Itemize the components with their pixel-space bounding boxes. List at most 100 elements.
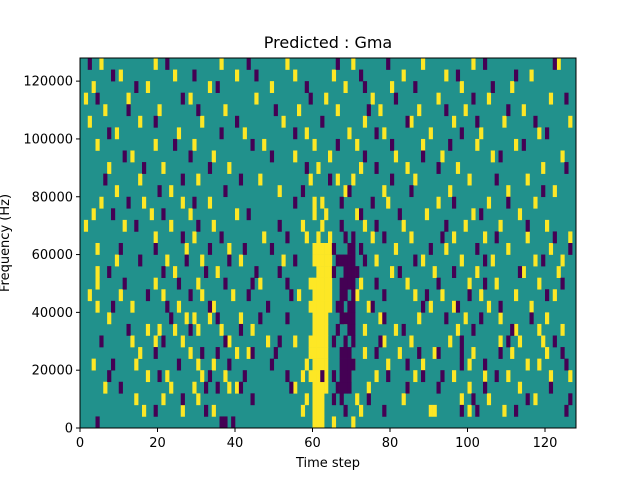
heatmap-cell-low [386,58,391,70]
heatmap-cell-high [200,115,205,128]
heatmap-cell-low [494,370,499,383]
heatmap-cell-low [95,92,100,105]
heatmap-cell-high [316,162,321,174]
heatmap-cell-high [498,335,503,348]
heatmap-cell-low [424,289,430,302]
heatmap-cell-high [428,300,433,313]
heatmap-cell-high [312,416,317,429]
heatmap-cell-low [161,335,166,348]
heatmap-cell-high [320,312,325,325]
heatmap-cell-low [285,231,290,244]
heatmap-cell-low [455,69,461,82]
heatmap-cell-low [552,335,557,348]
heatmap-cell-high [440,150,445,163]
heatmap-cell-low [351,254,356,267]
heatmap-cell-low [335,254,340,267]
heatmap-cell-low [304,162,309,174]
heatmap-cell-low [111,300,116,313]
heatmap-cell-high [409,335,414,348]
heatmap-cell-low [494,231,499,244]
heatmap-cell-low [107,266,112,278]
heatmap-cell-high [103,381,108,394]
heatmap-cell-high [421,358,426,371]
heatmap-cell-high [324,92,329,105]
heatmap-cell-high [138,115,143,128]
heatmap-cell-high [200,254,205,267]
heatmap-cell-low [111,208,116,221]
heatmap-cell-high [444,243,449,255]
heatmap-cell-low [494,173,499,186]
heatmap-cell-high [413,173,418,186]
heatmap-cell-high [246,347,251,359]
heatmap-cell-high [293,335,298,348]
heatmap-cell-low [382,312,387,325]
heatmap-cell-high [328,277,333,290]
heatmap-cell-low [417,347,422,359]
heatmap-cell-low [204,404,209,417]
heatmap-cell-low [436,277,441,290]
heatmap-cell-high [475,266,480,278]
heatmap-cell-high [401,219,406,232]
heatmap-cell-high [107,312,112,325]
heatmap-cell-low [242,370,247,383]
heatmap-cell-high [421,138,426,151]
x-tick-label: 80 [382,436,399,451]
y-axis: 0 20000 40000 60000 80000 100000 120000 [23,75,80,437]
heatmap-cell-high [490,254,495,267]
heatmap-cell-low [347,266,352,278]
heatmap-cell-low [401,323,406,336]
heatmap-cell-high [320,381,325,394]
heatmap-cell-high [316,381,321,394]
heatmap-cell-low [475,243,480,255]
heatmap-cell-low [347,323,352,336]
heatmap-cell-low [382,231,387,244]
heatmap-cell-low [103,173,108,186]
heatmap-cell-high [316,393,321,406]
heatmap-cell-low [490,81,495,93]
heatmap-cell-low [374,347,379,359]
heatmap-cell-high [118,69,123,82]
heatmap-cell-low [362,150,368,163]
heatmap-cell-high [351,173,356,186]
heatmap-cell-high [436,92,441,105]
heatmap-cell-low [254,266,259,278]
heatmap-cell-high [176,127,182,140]
heatmap-cell-low [87,58,92,70]
heatmap-cell-low [351,231,356,244]
y-tick-label: 120000 [23,75,73,90]
heatmap-cell-high [328,289,333,302]
heatmap-cell-high [436,196,441,209]
heatmap-cell-high [316,289,321,302]
heatmap-cell-high [238,254,244,267]
heatmap-cell-low [269,358,275,371]
heatmap-cell-low [277,335,282,348]
heatmap-cell-low [126,323,131,336]
heatmap-cell-high [529,300,534,313]
heatmap-cell-high [490,150,495,163]
heatmap-cell-high [308,300,313,313]
heatmap-cell-low [448,138,453,151]
heatmap-cell-low [421,300,426,313]
heatmap-cell-low [498,300,503,313]
x-tick-label: 0 [76,436,84,451]
heatmap-cell-high [552,289,557,302]
heatmap-cell-high [293,150,298,163]
heatmap-cell-high [184,243,189,255]
heatmap-cell-high [114,254,120,267]
plot-area [79,57,577,429]
heatmap-cell-low [273,104,278,117]
heatmap-cell-low [111,358,116,371]
heatmap-cell-high [355,289,360,302]
heatmap-cell-high [142,196,147,209]
heatmap-cell-high [510,81,515,93]
heatmap-cell-low [397,266,402,278]
heatmap-cell-high [517,208,523,221]
heatmap-cell-high [312,277,317,290]
heatmap-cell-high [277,185,282,198]
heatmap-cell-low [351,266,356,278]
heatmap-cell-high [312,196,317,209]
heatmap-cell-high [173,69,178,82]
heatmap-cell-low [405,358,410,371]
heatmap-cell-high [498,219,503,232]
heatmap-cell-high [161,393,166,406]
